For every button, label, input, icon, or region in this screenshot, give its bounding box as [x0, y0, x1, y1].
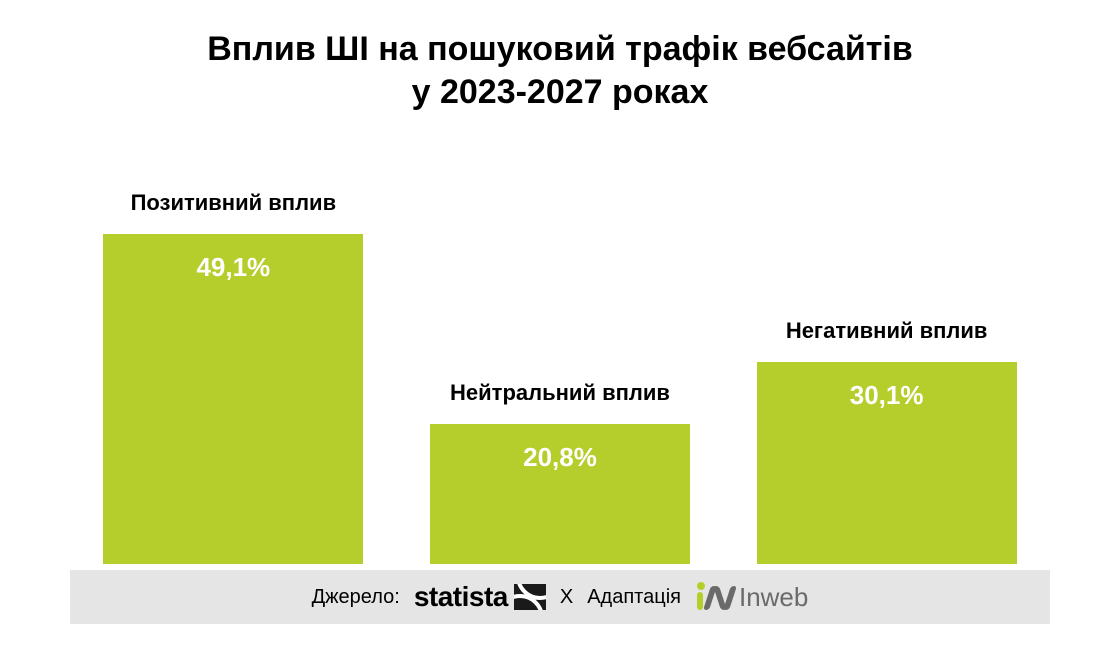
bar-value: 20,8% [523, 442, 597, 473]
title-line-2: у 2023-2027 роках [412, 73, 709, 111]
statista-icon [514, 584, 546, 610]
bar-group-positive: Позитивний вплив 49,1% [103, 190, 363, 564]
inweb-wordmark: Inweb [739, 582, 808, 613]
separator: X [560, 586, 573, 609]
bar-value: 30,1% [850, 380, 924, 411]
bar-group-neutral: Нейтральний вплив 20,8% [430, 380, 690, 564]
bar-label: Негативний вплив [786, 318, 988, 344]
inweb-logo: Inweb [695, 582, 808, 613]
bar: 49,1% [103, 234, 363, 564]
statista-logo: statista [414, 581, 546, 613]
inweb-icon [695, 582, 735, 612]
bar-value: 49,1% [196, 252, 270, 283]
adapt-label: Адаптація [587, 586, 681, 609]
bar-group-negative: Негативний вплив 30,1% [757, 318, 1017, 564]
bar: 30,1% [757, 362, 1017, 564]
footer-attribution: Джерело: statista X Адаптація Inweb [70, 570, 1050, 624]
bar-label: Позитивний вплив [131, 190, 337, 216]
source-label: Джерело: [312, 586, 400, 609]
title-line-1: Вплив ШІ на пошуковий трафік вебсайтів [207, 30, 913, 68]
bar: 20,8% [430, 424, 690, 564]
bar-label: Нейтральний вплив [450, 380, 670, 406]
statista-wordmark: statista [414, 581, 508, 613]
chart-title: Вплив ШІ на пошуковий трафік вебсайтів у… [0, 0, 1120, 113]
bar-chart: Позитивний вплив 49,1% Нейтральний вплив… [70, 160, 1050, 564]
